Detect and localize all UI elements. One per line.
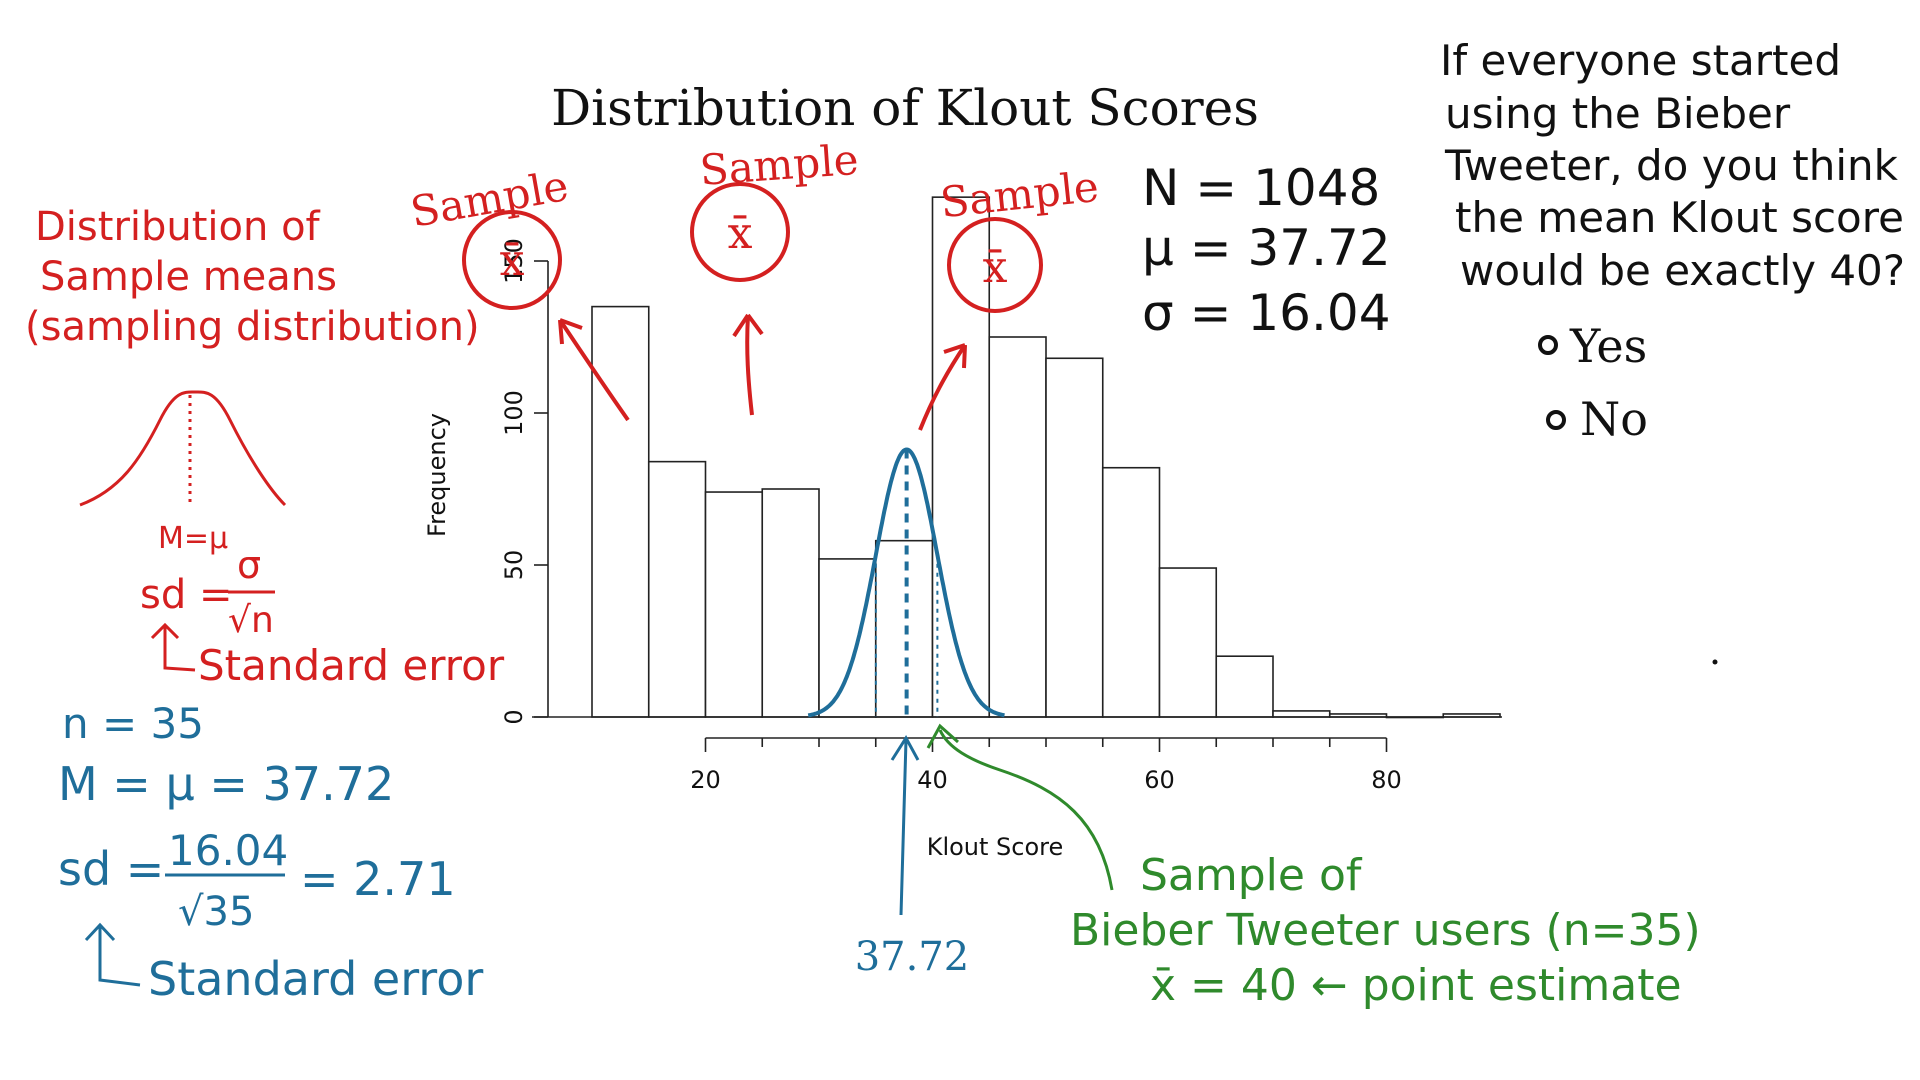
green-note-line-1: Sample of: [1140, 850, 1363, 901]
sampling-note-line-3: (sampling distribution): [25, 304, 480, 350]
sd-calc-numerator: 16.04: [168, 826, 288, 875]
option-yes-label: Yes: [1569, 319, 1647, 373]
question-line-2: using the Bieber: [1445, 89, 1791, 138]
histogram-bar: [1045, 357, 1104, 718]
mean-value-label: 37.72: [855, 934, 970, 980]
histogram-bar: [1101, 466, 1161, 718]
sd-prefix-red: sd =: [140, 572, 232, 618]
histogram-bar: [1215, 655, 1274, 718]
y-axis: 0 50 100 150: [500, 238, 549, 725]
mini-bell-curve: [79, 390, 287, 507]
sample-annotation-middle: Sample x̄: [690, 135, 860, 416]
histogram-bar: [1158, 567, 1218, 718]
mean-pointer: 37.72: [855, 735, 970, 980]
sd-sigma-red: σ: [237, 543, 261, 587]
sample-circle-left: [462, 210, 562, 310]
xbar-left: x̄: [500, 235, 525, 286]
histogram-bar: [647, 460, 707, 718]
mini-bell-path: [79, 390, 287, 507]
histogram-bar: [874, 539, 934, 718]
x-axis-label: Klout Score: [927, 833, 1064, 861]
x-tick-label: 60: [1144, 766, 1175, 794]
histogram-bar: [988, 336, 1047, 718]
arrow-right-head: [943, 343, 967, 369]
sampling-distribution-note: Distribution of Sample means (sampling d…: [25, 204, 480, 350]
y-tick-label: 100: [500, 390, 528, 436]
answer-options: Yes No: [1538, 319, 1648, 446]
sample-label-right: Sample: [938, 162, 1101, 227]
stat-sigma: σ = 16.04: [1142, 284, 1391, 342]
option-yes-radio[interactable]: [1538, 335, 1558, 355]
option-yes[interactable]: Yes: [1538, 319, 1647, 373]
sample-circle-middle: [690, 182, 790, 282]
stat-n: N = 1048: [1142, 159, 1380, 217]
sampling-note-line-2: Sample means: [40, 254, 337, 300]
std-error-label-blue: Standard error: [148, 952, 483, 1006]
sd-calc-denominator: √35: [178, 889, 254, 935]
sampling-note-line-1: Distribution of: [35, 204, 321, 250]
x-tick-label: 80: [1371, 766, 1402, 794]
histogram-bars: [532, 196, 1502, 719]
option-no-radio[interactable]: [1546, 410, 1566, 430]
sample-circle-right: [947, 217, 1043, 313]
question-line-1: If everyone started: [1440, 36, 1841, 85]
question-line-4: the mean Klout score: [1455, 193, 1904, 242]
green-note-line-2: Bieber Tweeter users (n=35): [1070, 905, 1701, 956]
xbar-middle: x̄: [728, 208, 753, 259]
y-tick-label: 150: [500, 238, 528, 284]
x-tick-label: 20: [690, 766, 721, 794]
n-value: n = 35: [62, 699, 204, 748]
histogram-bar: [1272, 710, 1331, 718]
arrow-left: [558, 318, 630, 422]
stat-mu: μ = 37.72: [1142, 219, 1391, 277]
point-estimate: x̄ = 40 ← point estimate: [1150, 960, 1682, 1011]
y-tick-label: 50: [500, 550, 528, 581]
sd-prefix-blue: sd =: [58, 842, 164, 896]
histogram-bar: [818, 558, 877, 718]
green-sample-note: Sample of Bieber Tweeter users (n=35) x̄…: [926, 723, 1701, 1011]
formula-red: M=μ sd = σ √n Standard error: [140, 521, 505, 690]
arrow-middle: [745, 314, 754, 416]
std-error-arrow-blue: [84, 922, 141, 987]
y-tick-label: 0: [500, 709, 528, 724]
question-block: If everyone started using the Bieber Twe…: [1440, 36, 1905, 295]
sd-calc-result: = 2.71: [300, 852, 456, 906]
arrow-left-head: [558, 318, 583, 345]
std-error-arrow-red: [150, 622, 196, 672]
m-value: M = μ = 37.72: [58, 757, 394, 811]
std-error-label-red: Standard error: [198, 641, 505, 690]
x-axis: 20 40 60 80: [690, 737, 1402, 794]
histogram-bar: [591, 305, 650, 718]
question-line-5: would be exactly 40?: [1460, 246, 1905, 295]
xbar-right: x̄: [983, 242, 1008, 293]
chart-title: Distribution of Klout Scores: [551, 79, 1259, 137]
mean-pointer-arrow: [890, 735, 920, 916]
histogram-bar: [761, 488, 820, 718]
question-line-3: Tweeter, do you think: [1444, 141, 1899, 190]
stray-dot: [1712, 659, 1718, 665]
mean-equals-mu: M=μ: [158, 521, 228, 556]
formula-blue: n = 35 M = μ = 37.72 sd = 16.04 √35 = 2.…: [58, 699, 483, 1006]
x-tick-label: 40: [917, 766, 948, 794]
population-stats: N = 1048 μ = 37.72 σ = 16.04: [1142, 159, 1391, 342]
sd-root-n-red: √n: [228, 600, 274, 641]
histogram-bar: [704, 491, 764, 718]
option-no[interactable]: No: [1546, 392, 1648, 446]
option-no-label: No: [1580, 392, 1648, 446]
arrow-middle-head: [732, 313, 764, 338]
arrow-right: [918, 343, 967, 431]
y-axis-label: Frequency: [423, 413, 451, 537]
green-arrow: [926, 723, 1114, 891]
histogram-bar: [931, 196, 991, 718]
